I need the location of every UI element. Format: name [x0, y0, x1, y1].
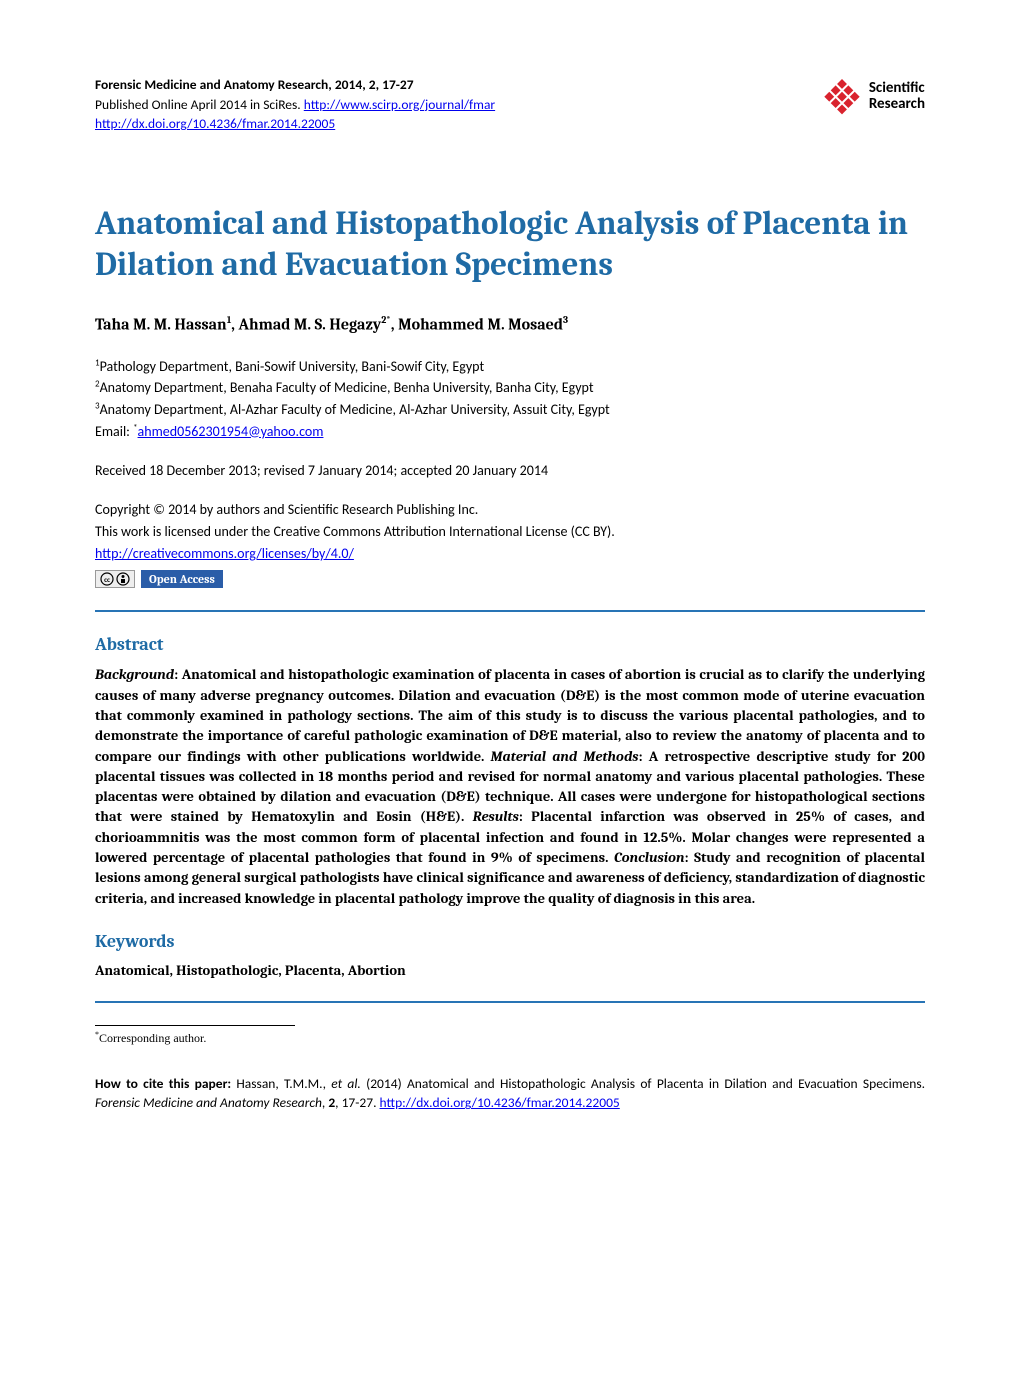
citation-block: How to cite this paper: Hassan, T.M.M., … [95, 1074, 925, 1113]
aff3-text: Anatomy Department, Al-Azhar Faculty of … [100, 401, 610, 418]
open-access-badge: Open Access [141, 570, 223, 588]
journal-citation: Forensic Medicine and Anatomy Research, … [95, 75, 495, 95]
citation-lead: How to cite this paper: [95, 1075, 236, 1092]
section-divider-bottom [95, 1001, 925, 1003]
abstract-con-label: Conclusion [614, 849, 685, 866]
article-dates: Received 18 December 2013; revised 7 Jan… [95, 462, 925, 479]
affiliation-3: 3Anatomy Department, Al-Azhar Faculty of… [95, 399, 925, 421]
corresponding-email-link[interactable]: ahmed0562301954@yahoo.com [138, 423, 324, 440]
article-title: Anatomical and Histopathologic Analysis … [95, 204, 925, 287]
doi-line: http://dx.doi.org/10.4236/fmar.2014.2200… [95, 114, 495, 134]
citation-etal: et al. [331, 1075, 361, 1092]
footnote-rule [95, 1025, 295, 1026]
section-divider-top [95, 610, 925, 612]
affiliation-2: 2Anatomy Department, Benaha Faculty of M… [95, 377, 925, 399]
author-2-sup: 2* [381, 314, 391, 326]
aff2-text: Anatomy Department, Benaha Faculty of Me… [100, 379, 594, 396]
publisher-name-line1: Scientific [869, 80, 925, 97]
license-url-link[interactable]: http://creativecommons.org/licenses/by/4… [95, 545, 354, 562]
keywords-heading: Keywords [95, 931, 925, 952]
citation-rest: (2014) Anatomical and Histopathologic An… [361, 1075, 925, 1092]
copyright-line2: This work is licensed under the Creative… [95, 521, 925, 543]
copyright-block: Copyright © 2014 by authors and Scientif… [95, 499, 925, 564]
abstract-bg-label: Background [95, 666, 174, 683]
email-line: Email: *ahmed0562301954@yahoo.com [95, 421, 925, 443]
abstract-res-label: Results [473, 808, 519, 825]
author-2: Ahmad M. S. Hegazy [239, 316, 382, 334]
journal-info: Forensic Medicine and Anatomy Research, … [95, 75, 495, 134]
cc-by-icon: cc [95, 570, 135, 588]
author-1-sup: 1 [227, 314, 232, 326]
page-header: Forensic Medicine and Anatomy Research, … [95, 75, 925, 134]
affiliations-block: 1Pathology Department, Bani-Sowif Univer… [95, 356, 925, 443]
author-1: Taha M. M. Hassan [95, 316, 227, 334]
keywords-text: Anatomical, Histopathologic, Placenta, A… [95, 962, 925, 979]
citation-authors: Hassan, T.M.M., [236, 1075, 331, 1092]
license-badges: cc Open Access [95, 570, 925, 588]
published-line: Published Online April 2014 in SciRes. h… [95, 95, 495, 115]
affiliation-1: 1Pathology Department, Bani-Sowif Univer… [95, 356, 925, 378]
publisher-name: Scientific Research [869, 80, 925, 113]
footnote-text: Corresponding author. [99, 1031, 206, 1045]
citation-journal: Forensic Medicine and Anatomy Research [95, 1094, 322, 1111]
doi-link[interactable]: http://dx.doi.org/10.4236/fmar.2014.2200… [95, 115, 335, 132]
svg-text:cc: cc [104, 575, 110, 584]
citation-doi-link[interactable]: http://dx.doi.org/10.4236/fmar.2014.2200… [380, 1094, 620, 1111]
publisher-logo: Scientific Research [821, 75, 925, 117]
author-3-sup: 3 [563, 314, 568, 326]
journal-url-link[interactable]: http://www.scirp.org/journal/fmar [304, 96, 495, 113]
email-prefix: Email: [95, 423, 133, 440]
published-prefix: Published Online April 2014 in SciRes. [95, 96, 304, 113]
scientific-research-icon [821, 75, 863, 117]
copyright-line1: Copyright © 2014 by authors and Scientif… [95, 499, 925, 521]
authors-line: Taha M. M. Hassan1, Ahmad M. S. Hegazy2*… [95, 314, 925, 333]
aff1-text: Pathology Department, Bani-Sowif Univers… [100, 358, 485, 375]
abstract-heading: Abstract [95, 634, 925, 655]
publisher-name-line2: Research [869, 96, 925, 113]
abstract-text: Background: Anatomical and histopatholog… [95, 665, 925, 909]
abstract-mm-label: Material and Methods [491, 748, 639, 765]
author-3: Mohammed M. Mosaed [398, 316, 563, 334]
citation-pages: , 17-27. [335, 1094, 379, 1111]
corresponding-author-footnote: *Corresponding author. [95, 1030, 925, 1046]
